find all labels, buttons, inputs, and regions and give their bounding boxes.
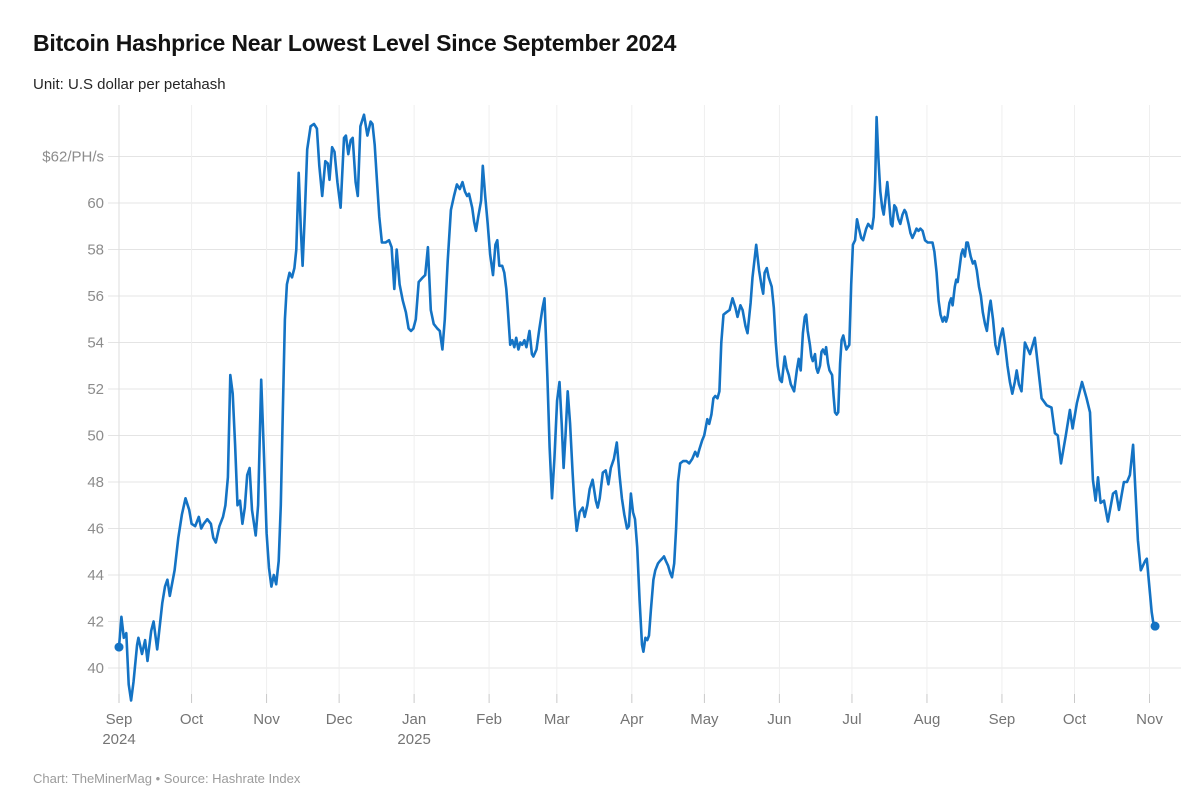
x-axis-month-label: Sep: [989, 711, 1016, 728]
price-line: [117, 113, 1157, 702]
x-axis-month-label: Jun: [767, 711, 791, 728]
x-axis-year-label: 2025: [397, 731, 430, 748]
x-axis-year-label: 2024: [102, 731, 135, 748]
x-axis-month-label: Apr: [620, 711, 643, 728]
y-axis-label: 40: [87, 660, 104, 677]
start-point-marker: [114, 642, 124, 652]
x-axis-month-label: Nov: [1136, 711, 1163, 728]
x-axis-month-label: Oct: [180, 711, 204, 728]
y-axis-label: 50: [87, 428, 104, 445]
x-axis-month-label: Dec: [326, 711, 353, 728]
y-axis-label: 44: [87, 567, 104, 584]
x-axis-month-label: Aug: [914, 711, 941, 728]
x-axis-month-label: Oct: [1063, 711, 1087, 728]
y-axis-label: 48: [87, 474, 104, 491]
page-title: Bitcoin Hashprice Near Lowest Level Sinc…: [33, 30, 677, 56]
x-axis-month-label: Nov: [253, 711, 280, 728]
x-axis-month-label: Jan: [402, 711, 426, 728]
chart-unit-subtitle: Unit: U.S dollar per petahash: [33, 76, 226, 93]
x-axis-month-label: Sep: [106, 711, 133, 728]
y-axis-label: 56: [87, 288, 104, 305]
x-axis-month-label: Jul: [842, 711, 861, 728]
y-axis-label: 54: [87, 335, 104, 352]
chart-credit: Chart: TheMinerMag • Source: Hashrate In…: [33, 771, 301, 786]
y-axis-label: 60: [87, 195, 104, 212]
end-point-marker: [1150, 621, 1160, 631]
y-axis-label: 52: [87, 381, 104, 398]
x-axis-month-label: May: [690, 711, 719, 728]
y-axis-label: 46: [87, 521, 104, 538]
y-axis-label: 42: [87, 614, 104, 631]
y-axis-unit-label: $62/PH/s: [42, 149, 104, 166]
x-axis-month-label: Feb: [476, 711, 502, 728]
y-axis-label: 58: [87, 242, 104, 259]
x-axis-month-label: Mar: [544, 711, 570, 728]
